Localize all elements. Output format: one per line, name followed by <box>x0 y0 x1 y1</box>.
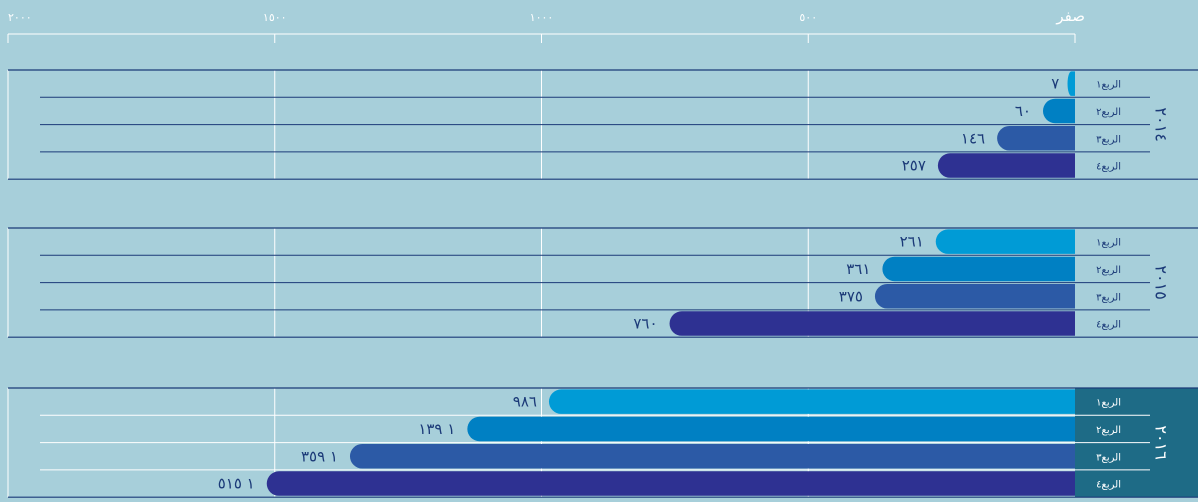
x-tick-label: ١٠٠٠ <box>530 11 554 24</box>
quarter-label: الربع٢ <box>1096 107 1121 118</box>
bars-layer <box>266 71 1075 496</box>
quarter-label: الربع٤ <box>1096 162 1121 173</box>
grid-layer <box>7 69 1198 498</box>
bar <box>548 389 1075 414</box>
bar <box>266 471 1075 496</box>
quarter-label: الربع٢ <box>1096 265 1121 276</box>
quarter-label: الربع٤ <box>1096 320 1121 331</box>
bar-value-label: ٧٦٠ <box>633 315 657 333</box>
bar-value-label: ٢٦١ <box>900 233 924 251</box>
x-tick-label: ٢٠٠٠ <box>8 11 32 24</box>
x-axis: صفر ٥٠٠ ١٠٠٠ ١٥٠٠ ٢٠٠٠ <box>7 7 1085 43</box>
bar <box>882 256 1075 282</box>
bar-value-label: ٦٠ <box>1015 102 1031 120</box>
bar <box>1042 98 1075 124</box>
bar <box>937 153 1075 178</box>
bar-value-label: ١٤٦ <box>961 129 985 147</box>
bar-value-label: ١ ٥١٥ <box>218 475 255 493</box>
bar <box>467 416 1075 442</box>
quarter-label: الربع١ <box>1096 238 1121 249</box>
bar-value-label: ٣٦١ <box>846 260 870 278</box>
quarter-label: الربع٣ <box>1096 134 1121 145</box>
labels-layer: ٢٠١٤ ٧ الربع١ ٦٠ الربع٢ ١٤٦ الربع٣ ٢٥٧ الربع٤ ٢٠١… <box>218 75 1171 493</box>
bar-value-label: ١ ١٣٩ <box>418 420 455 438</box>
quarter-label: الربع١ <box>1096 80 1121 91</box>
x-tick-label: ١٥٠٠ <box>263 11 287 24</box>
bar-value-label: ٣٧٥ <box>839 287 863 305</box>
bar <box>935 229 1075 254</box>
bar <box>997 126 1075 151</box>
quarter-label: الربع٣ <box>1096 452 1121 463</box>
bar-value-label: ٩٨٦ <box>513 393 537 411</box>
quarter-label: الربع١ <box>1096 398 1121 409</box>
x-tick-label: صفر <box>1055 7 1085 25</box>
quarter-label: الربع٤ <box>1096 480 1121 491</box>
quarter-label: الربع٢ <box>1096 425 1121 436</box>
bar <box>349 444 1075 469</box>
year-label: ٢٠١٥ <box>1152 265 1171 299</box>
bar-value-label: ٢٥٧ <box>902 157 926 175</box>
bar-value-label: ٧ <box>1051 75 1059 93</box>
year-label: ٢٠١٤ <box>1152 107 1171 141</box>
bar <box>669 311 1075 336</box>
bar-value-label: ١ ٣٥٩ <box>301 447 338 465</box>
bar <box>874 284 1075 309</box>
year-label: ٢٠١٦ <box>1152 425 1171 459</box>
bar <box>1067 71 1075 96</box>
quarter-label: الربع٣ <box>1096 292 1121 303</box>
x-tick-label: ٥٠٠ <box>799 11 817 24</box>
